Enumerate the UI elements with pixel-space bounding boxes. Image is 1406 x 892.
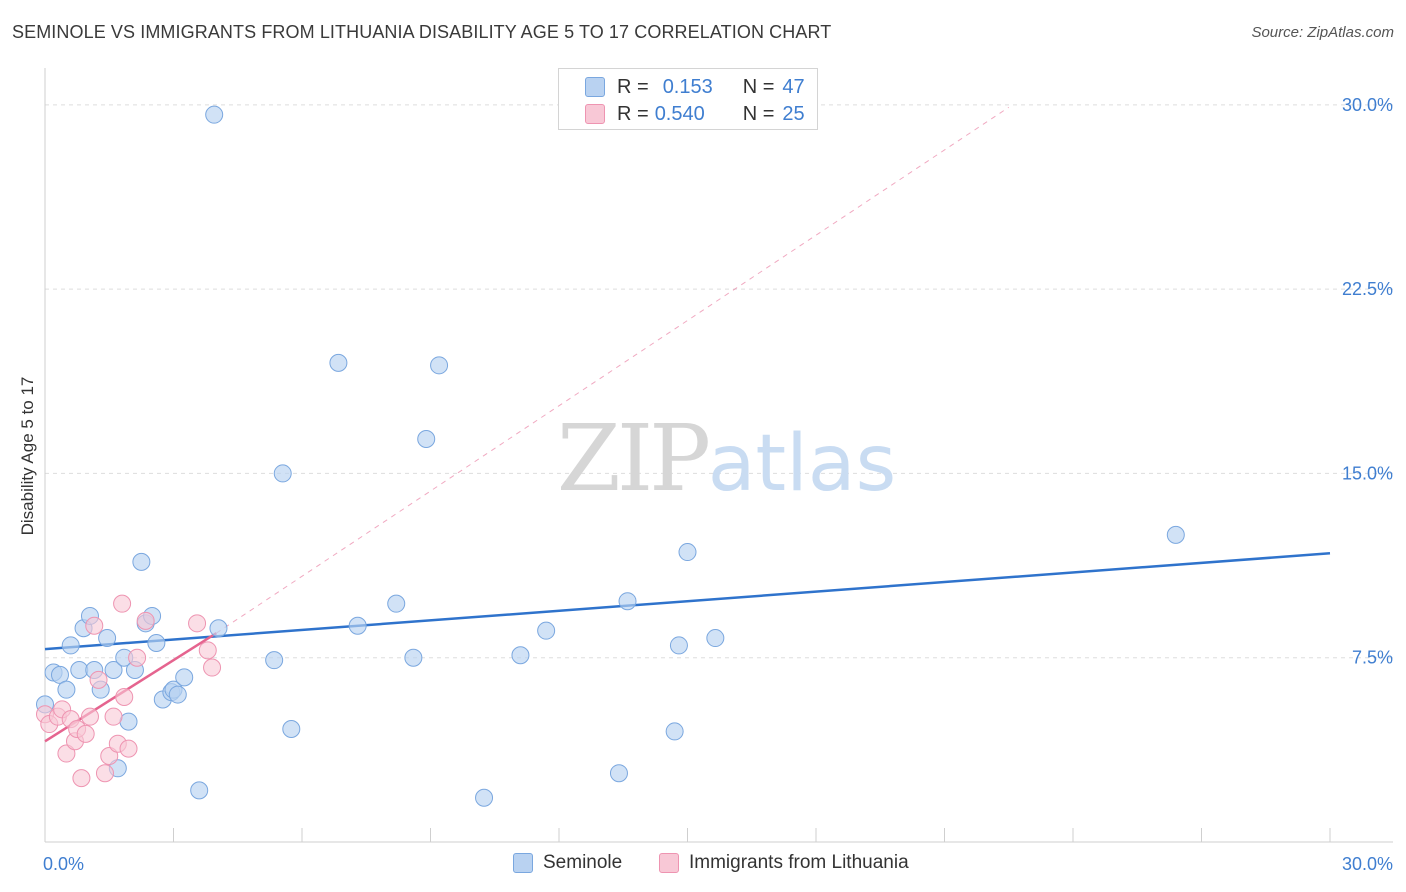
point-lithuania: [85, 616, 104, 635]
point-seminole: [265, 651, 284, 670]
point-lithuania: [100, 747, 119, 765]
watermark-zip: ZIP: [557, 405, 708, 512]
y-tick-label: 30.0%: [1342, 95, 1393, 115]
point-seminole: [190, 781, 209, 800]
point-seminole: [678, 543, 697, 562]
point-seminole: [57, 680, 76, 699]
point-seminole: [618, 592, 637, 611]
legend-r-value: 0.540: [654, 102, 705, 125]
series-legend-seminole: Seminole: [513, 852, 622, 874]
watermark-atlas: atlas: [708, 419, 897, 509]
source-credit: Source: ZipAtlas.com: [1251, 24, 1394, 41]
point-lithuania: [80, 707, 99, 726]
data-points: [36, 105, 1185, 807]
point-seminole: [475, 788, 494, 807]
point-seminole: [706, 629, 725, 648]
point-seminole: [282, 719, 301, 738]
point-seminole: [61, 636, 80, 655]
point-seminole: [205, 105, 224, 124]
point-seminole: [1166, 525, 1185, 544]
point-lithuania: [128, 648, 147, 667]
legend-swatch-seminole: [585, 77, 605, 97]
legend-row-lithuania: R = 0.540 N = 25: [585, 101, 805, 127]
point-seminole: [609, 764, 628, 783]
trend-line-lithuania-extrapolated: [216, 106, 1010, 634]
legend-r-label: R =: [617, 75, 649, 98]
point-seminole: [348, 616, 367, 635]
legend-n-value: 47: [782, 75, 805, 98]
point-lithuania: [57, 744, 76, 763]
point-lithuania: [198, 641, 217, 660]
legend-n-label: N =: [742, 102, 775, 125]
point-lithuania: [95, 764, 114, 783]
series-legend: Seminole Immigrants from Lithuania: [0, 852, 1406, 878]
legend-row-seminole: R = 0.153 N = 47: [585, 74, 805, 100]
point-seminole: [537, 621, 556, 640]
series-label-lithuania: Immigrants from Lithuania: [689, 852, 909, 873]
point-seminole: [119, 712, 138, 731]
point-lithuania: [104, 707, 123, 726]
point-seminole: [98, 629, 117, 648]
series-label-seminole: Seminole: [543, 852, 623, 873]
series-swatch-seminole: [513, 853, 533, 873]
point-seminole: [147, 633, 166, 652]
point-lithuania: [113, 594, 132, 613]
y-tick-label: 22.5%: [1342, 279, 1393, 299]
point-lithuania: [76, 724, 95, 743]
legend-n-label: N =: [742, 75, 775, 98]
point-seminole: [168, 685, 187, 704]
watermark: ZIP atlas: [557, 405, 896, 512]
stats-legend: R = 0.153 N = 47 R = 0.540 N = 25: [558, 68, 818, 130]
y-tick-label: 15.0%: [1342, 463, 1393, 483]
point-seminole: [387, 594, 406, 613]
point-lithuania: [115, 688, 134, 707]
point-seminole: [665, 722, 684, 741]
legend-swatch-lithuania: [585, 104, 605, 124]
point-lithuania: [89, 670, 108, 689]
chart-title: SEMINOLE VS IMMIGRANTS FROM LITHUANIA DI…: [12, 22, 832, 42]
point-seminole: [273, 464, 292, 483]
point-seminole: [175, 668, 194, 687]
x-tick-label: 30.0%: [1342, 854, 1393, 874]
point-seminole: [417, 430, 436, 449]
point-lithuania: [136, 611, 155, 630]
point-seminole: [104, 661, 123, 679]
point-seminole: [430, 356, 449, 375]
y-tick-label: 7.5%: [1352, 648, 1393, 668]
series-legend-lithuania: Immigrants from Lithuania: [659, 852, 909, 874]
point-seminole: [329, 353, 348, 372]
point-lithuania: [188, 614, 207, 633]
trend-line-seminole: [44, 552, 1331, 651]
legend-r-label: R =: [617, 102, 649, 125]
point-lithuania: [203, 658, 222, 677]
x-tick-label: 0.0%: [43, 854, 84, 874]
grid-lines: [45, 104, 1393, 659]
point-seminole: [132, 552, 151, 571]
point-seminole: [511, 646, 530, 665]
point-lithuania: [119, 739, 138, 758]
point-lithuania: [72, 769, 91, 788]
point-seminole: [70, 661, 89, 679]
series-swatch-lithuania: [659, 853, 679, 873]
point-seminole: [209, 619, 228, 638]
point-seminole: [669, 636, 688, 655]
point-seminole: [404, 648, 423, 667]
legend-n-value: 25: [782, 102, 805, 125]
tick-labels: 7.5% 15.0% 22.5% 30.0% 0.0% 30.0%: [43, 95, 1393, 874]
legend-r-value: 0.153: [662, 75, 713, 98]
